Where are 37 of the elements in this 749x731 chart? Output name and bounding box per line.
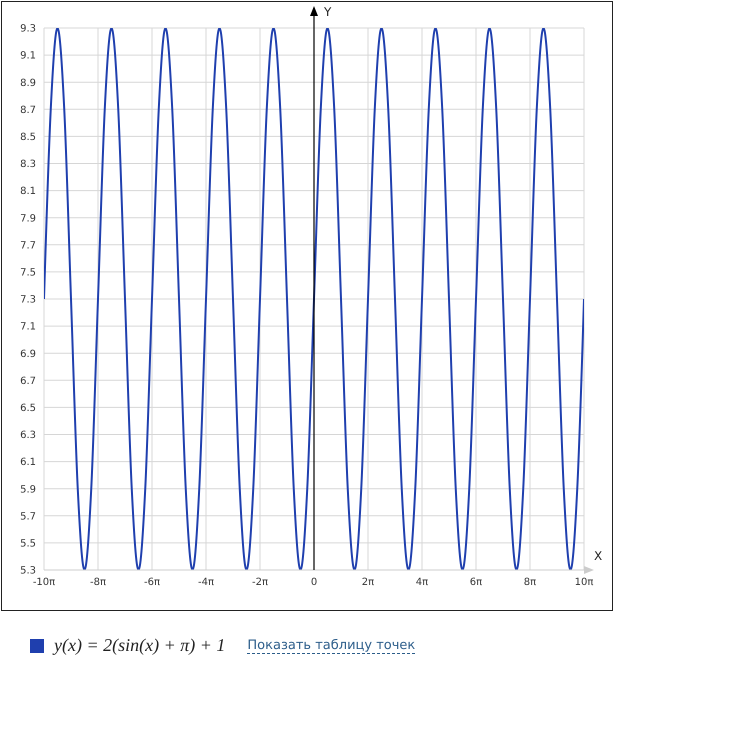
y-tick-label: 9.1 (20, 50, 36, 62)
x-tick-label: -4π (198, 577, 214, 588)
text: Показать таблицу точек (247, 638, 416, 654)
x-tick-label: -10π (32, 577, 56, 588)
y-tick-label: 8.5 (20, 132, 36, 143)
y-tick-label: 6.7 (20, 376, 36, 387)
y-tick-label: 6.9 (20, 348, 36, 360)
x-tick-label: 0 (310, 577, 318, 588)
y-tick-label: 8.1 (20, 186, 36, 198)
y-tick-label: 7.5 (20, 267, 36, 278)
x-tick-label: -6π (144, 577, 160, 588)
x-tick-label: 8π (524, 577, 536, 588)
y-tick-label: 9.3 (20, 24, 36, 35)
y-tick-label: 6.5 (20, 402, 36, 414)
y-tick-label: 5.3 (20, 566, 36, 577)
y-tick-label: 5.9 (20, 484, 36, 496)
line-series (44, 28, 584, 570)
x-tick-label: 6π (470, 577, 482, 588)
x-tick-label: 10π (574, 577, 594, 588)
y-tick-label: 5.5 (20, 538, 36, 550)
x-axis-title: X (594, 549, 602, 563)
x-tick-label: 4π (416, 577, 428, 588)
y-axis-title: Y (323, 5, 332, 19)
y-tick-label: 7.3 (20, 294, 36, 306)
y-tick-label: 8.3 (20, 159, 36, 170)
y-tick-label: 8.9 (20, 78, 36, 89)
x-tick-label: -8π (90, 577, 106, 588)
y-tick-label: 7.9 (20, 213, 36, 224)
y-tick-label: 5.7 (20, 511, 36, 522)
y-tick-label: 8.7 (20, 104, 36, 116)
y-tick-label: 7.1 (20, 322, 36, 333)
x-tick-label: 2π (362, 577, 374, 588)
legend-label: y(x) = 2(sin(x) + π) + 1 (54, 635, 226, 656)
y-tick-label: 6.1 (20, 457, 36, 468)
y-tick-label: 7.7 (20, 240, 36, 252)
x-tick-label: -2π (252, 577, 268, 588)
y-tick-label: 6.3 (20, 430, 36, 442)
